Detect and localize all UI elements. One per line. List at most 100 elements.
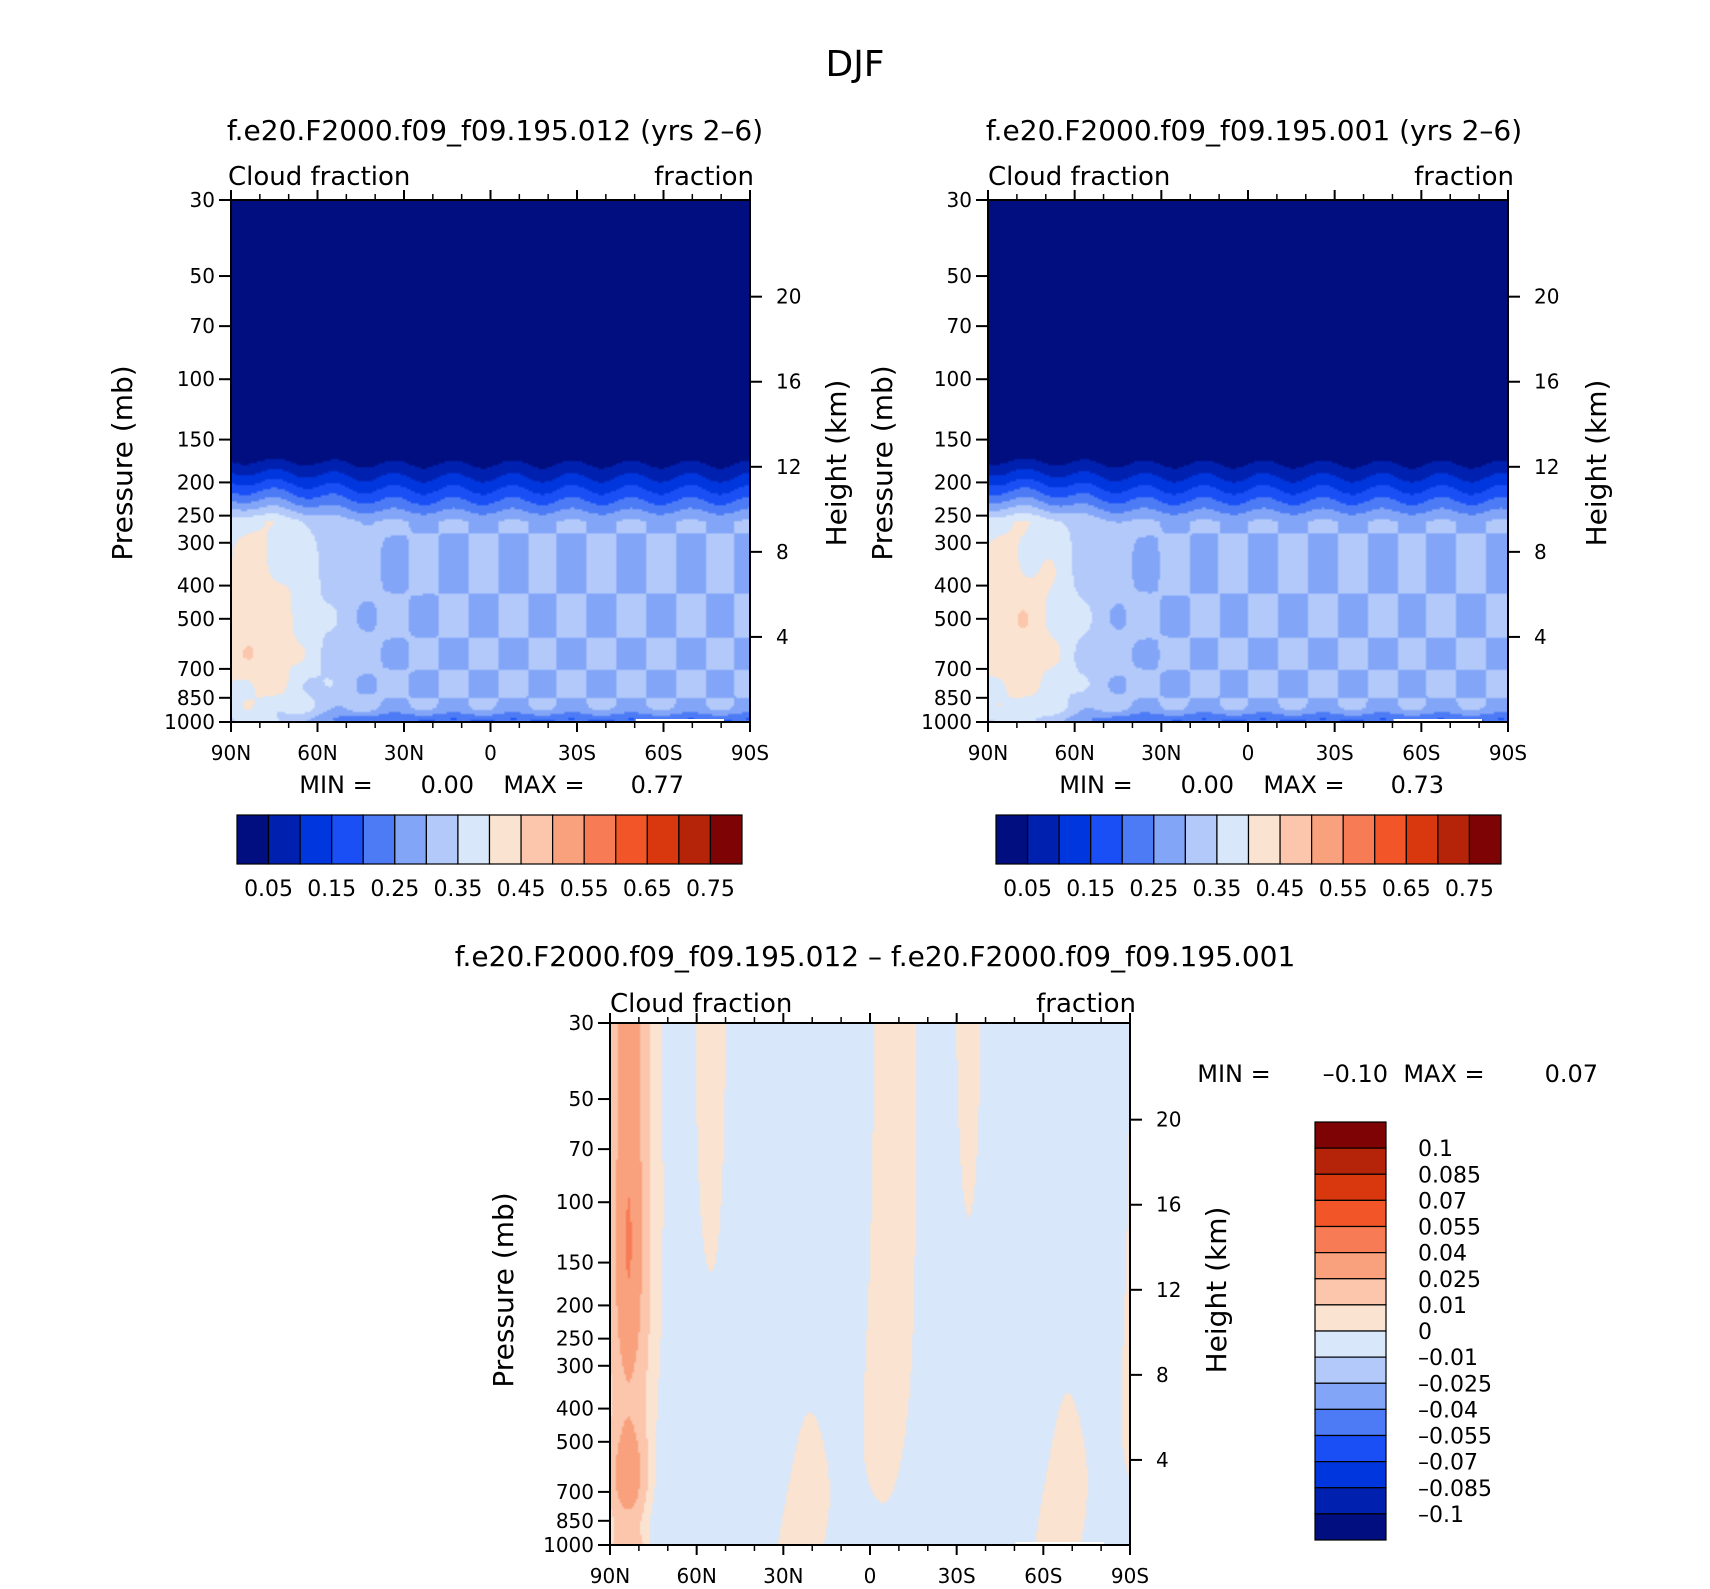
min-value: –0.10 bbox=[1323, 1060, 1388, 1088]
missing-data-mask bbox=[1015, 1541, 1104, 1545]
colorbar-swatch bbox=[1026, 814, 1060, 865]
y-tick-label: 300 bbox=[556, 1354, 594, 1378]
colorbar-swatch bbox=[1247, 814, 1281, 865]
y-tick-label-right: 12 bbox=[1156, 1278, 1181, 1302]
y-tick-label: 400 bbox=[177, 574, 215, 598]
x-tick-label: 90S bbox=[1111, 1564, 1149, 1588]
y-tick-label: 200 bbox=[934, 470, 972, 494]
x-tick-label: 60S bbox=[644, 741, 682, 765]
colorbar-swatch bbox=[1437, 814, 1471, 865]
y-tick-label: 30 bbox=[569, 1011, 594, 1035]
colorbar-label: 0.05 bbox=[244, 877, 293, 902]
min-label: MIN = bbox=[1197, 1060, 1270, 1088]
left-subtitle: Cloud fraction bbox=[610, 989, 792, 1019]
max-label: MAX = bbox=[1263, 771, 1344, 799]
colorbar-swatch bbox=[678, 814, 712, 865]
x-tick-label: 90N bbox=[968, 741, 1008, 765]
y-tick-label-right: 16 bbox=[776, 370, 801, 394]
colorbar-label: –0.025 bbox=[1418, 1372, 1492, 1397]
min-label: MIN = bbox=[1059, 771, 1132, 799]
right-subtitle: fraction bbox=[654, 162, 754, 192]
x-tick-label: 90S bbox=[1489, 741, 1527, 765]
colorbar-label: 0.55 bbox=[560, 877, 609, 902]
contour-fill bbox=[988, 200, 1508, 722]
x-tick-label: 30S bbox=[558, 741, 596, 765]
min-value: 0.00 bbox=[421, 771, 474, 799]
colorbar-label: –0.01 bbox=[1418, 1346, 1478, 1371]
colorbar-label: 0.1 bbox=[1418, 1137, 1453, 1162]
colorbar-label: 0.55 bbox=[1319, 877, 1368, 902]
y-tick-label: 500 bbox=[177, 607, 215, 631]
x-tick-label: 0 bbox=[864, 1564, 877, 1588]
colorbar-swatch bbox=[1314, 1408, 1387, 1437]
y-tick-label: 200 bbox=[177, 470, 215, 494]
x-tick-label: 30S bbox=[938, 1564, 976, 1588]
panel-title: f.e20.F2000.f09_f09.195.012 (yrs 2–6) bbox=[227, 114, 763, 147]
max-label: MAX = bbox=[1403, 1060, 1484, 1088]
colorbar-swatch bbox=[1405, 814, 1439, 865]
colorbar-swatch bbox=[1279, 814, 1313, 865]
colorbar-label: –0.055 bbox=[1418, 1425, 1492, 1450]
y-tick-label-right: 20 bbox=[776, 285, 801, 309]
y-axis-label-right: Height (km) bbox=[1580, 380, 1613, 547]
y-tick-label: 250 bbox=[556, 1327, 594, 1351]
colorbar-swatch bbox=[1184, 814, 1218, 865]
left-subtitle: Cloud fraction bbox=[988, 162, 1170, 192]
colorbar-swatch bbox=[1314, 1304, 1387, 1332]
max-value: 0.07 bbox=[1545, 1060, 1598, 1088]
y-tick-label: 70 bbox=[569, 1137, 594, 1161]
y-tick-label: 100 bbox=[934, 367, 972, 391]
panel-012: f.e20.F2000.f09_f09.195.012 (yrs 2–6) Cl… bbox=[106, 114, 853, 902]
y-tick-label: 700 bbox=[934, 657, 972, 681]
right-subtitle: fraction bbox=[1036, 989, 1136, 1019]
y-axis-label-right: Height (km) bbox=[820, 380, 853, 547]
colorbar-swatch bbox=[1314, 1382, 1387, 1410]
colorbar-swatch bbox=[1314, 1147, 1387, 1175]
y-tick-label: 150 bbox=[177, 428, 215, 452]
y-tick-label: 850 bbox=[177, 686, 215, 710]
panel-title: f.e20.F2000.f09_f09.195.001 (yrs 2–6) bbox=[986, 114, 1522, 147]
colorbar-label: 0.35 bbox=[433, 877, 482, 902]
colorbar-label: 0.15 bbox=[1066, 877, 1115, 902]
colorbar-label: –0.085 bbox=[1418, 1477, 1492, 1502]
y-tick-label-right: 12 bbox=[1534, 455, 1559, 479]
missing-data-mask bbox=[1393, 718, 1482, 722]
cloud-fraction-field bbox=[988, 200, 1508, 722]
y-tick-label: 200 bbox=[556, 1293, 594, 1317]
y-tick-label-right: 8 bbox=[1156, 1363, 1169, 1387]
y-tick-label: 850 bbox=[934, 686, 972, 710]
colorbar-swatch bbox=[267, 814, 301, 865]
max-value: 0.77 bbox=[631, 771, 684, 799]
colorbar-swatch bbox=[394, 814, 427, 865]
colorbar-swatch bbox=[1314, 1121, 1387, 1149]
colorbar-swatch bbox=[1314, 1225, 1387, 1254]
colorbar-label: 0.15 bbox=[307, 877, 356, 902]
min-label: MIN = bbox=[299, 771, 372, 799]
panel-001: f.e20.F2000.f09_f09.195.001 (yrs 2–6) Cl… bbox=[866, 114, 1613, 902]
y-tick-label: 500 bbox=[934, 607, 972, 631]
x-tick-label: 60S bbox=[1402, 741, 1440, 765]
right-subtitle: fraction bbox=[1414, 162, 1514, 192]
colorbar-swatch bbox=[995, 814, 1029, 865]
cloud-fraction-field bbox=[231, 200, 750, 722]
colorbar-swatch bbox=[552, 814, 585, 865]
x-tick-label: 60N bbox=[676, 1564, 716, 1588]
y-tick-label: 850 bbox=[556, 1509, 594, 1533]
x-tick-label: 60N bbox=[1054, 741, 1094, 765]
colorbar-swatch bbox=[1121, 814, 1155, 865]
colorbar-label: 0.25 bbox=[370, 877, 419, 902]
colorbar-swatch bbox=[457, 814, 491, 865]
y-tick-label: 400 bbox=[934, 574, 972, 598]
contour-fill bbox=[231, 200, 750, 722]
y-tick-label: 1000 bbox=[921, 710, 972, 734]
colorbar-swatch bbox=[1058, 814, 1092, 865]
colorbar-label: 0.75 bbox=[1445, 877, 1494, 902]
colorbar-swatch bbox=[1314, 1356, 1387, 1384]
colorbar-swatch bbox=[1374, 814, 1407, 865]
colorbar-label: 0.055 bbox=[1418, 1216, 1481, 1241]
cloud-fraction-difference-field bbox=[610, 1023, 1130, 1545]
colorbar-swatch bbox=[1314, 1461, 1387, 1489]
y-tick-label-right: 16 bbox=[1156, 1193, 1181, 1217]
max-label: MAX = bbox=[503, 771, 584, 799]
